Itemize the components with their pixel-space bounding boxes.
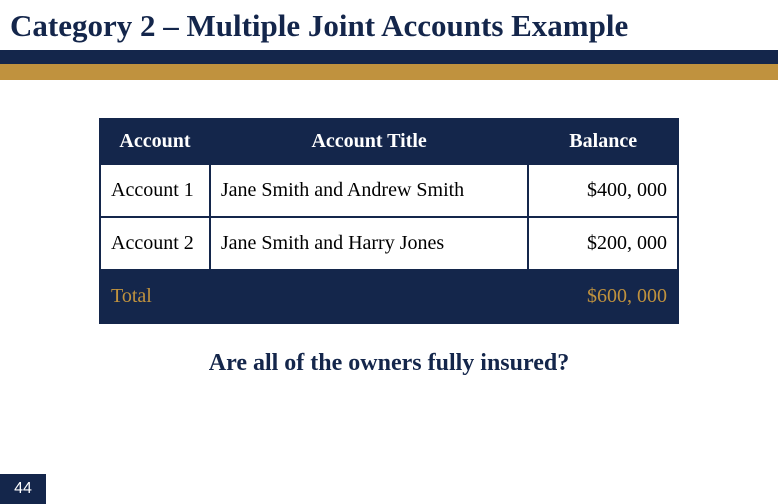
question-text: Are all of the owners fully insured? xyxy=(0,350,778,377)
cell-account: Account 1 xyxy=(100,164,210,217)
cell-title: Jane Smith and Harry Jones xyxy=(210,217,529,270)
page-number: 44 xyxy=(0,474,46,504)
table-row: Account 1 Jane Smith and Andrew Smith $4… xyxy=(100,164,678,217)
divider-bar-dark xyxy=(0,50,778,64)
cell-balance: $400, 000 xyxy=(528,164,678,217)
table-total-row: Total $600, 000 xyxy=(100,270,678,323)
accounts-table: Account Account Title Balance Account 1 … xyxy=(99,118,679,324)
col-header-balance: Balance xyxy=(528,119,678,164)
total-balance: $600, 000 xyxy=(528,270,678,323)
col-header-title: Account Title xyxy=(210,119,529,164)
cell-title: Jane Smith and Andrew Smith xyxy=(210,164,529,217)
slide-title: Category 2 – Multiple Joint Accounts Exa… xyxy=(0,0,778,50)
total-label: Total xyxy=(100,270,210,323)
table-row: Account 2 Jane Smith and Harry Jones $20… xyxy=(100,217,678,270)
col-header-account: Account xyxy=(100,119,210,164)
cell-account: Account 2 xyxy=(100,217,210,270)
table-header-row: Account Account Title Balance xyxy=(100,119,678,164)
accounts-table-container: Account Account Title Balance Account 1 … xyxy=(99,118,679,324)
cell-balance: $200, 000 xyxy=(528,217,678,270)
divider-bar-gold xyxy=(0,64,778,80)
total-spacer xyxy=(210,270,529,323)
